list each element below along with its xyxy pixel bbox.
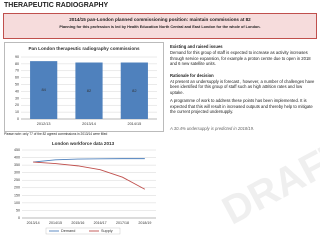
legend-label: Demand <box>61 229 75 233</box>
line-chart: London workforce data 2013 0 50 100 150 200 25… <box>4 140 162 236</box>
x-tick-label: 2016/17 <box>94 221 107 225</box>
data-label: 82 <box>87 88 92 93</box>
x-tick-label: 2018/19 <box>138 221 151 225</box>
banner-subline: Planning for this profession is led by H… <box>59 25 261 29</box>
heading: Existing and raised issues <box>170 44 223 49</box>
paragraph: At present an undersupply is forecast , … <box>170 79 315 95</box>
heading: Rationale for decision <box>170 72 214 78</box>
y-tick-label: 350 <box>14 163 20 167</box>
legend-box <box>45 227 121 235</box>
y-tick-label: 150 <box>14 193 20 197</box>
banner-headline: 2014/15 pan-London planned commissioning… <box>69 17 251 22</box>
y-tick-label: 60 <box>15 76 19 80</box>
bar <box>75 62 103 119</box>
page-title: THERAPEUTIC RADIOGRAPHY <box>4 2 109 9</box>
paragraph: A programme of work to address these poi… <box>170 98 313 115</box>
bar <box>120 62 148 119</box>
data-label: 82 <box>132 88 137 93</box>
y-tick-label: 80 <box>15 62 19 66</box>
x-tick-label: 2013/14 <box>27 221 40 225</box>
x-tick-label: 2013/14 <box>82 122 96 126</box>
x-tick-label: 2017/18 <box>116 221 129 225</box>
y-tick-label: 10 <box>15 110 19 114</box>
x-tick-label: 2015/16 <box>71 221 84 225</box>
series-line <box>33 161 146 190</box>
y-tick-label: 50 <box>15 83 19 87</box>
y-tick-label: 30 <box>15 96 19 100</box>
x-tick-label: 2012/13 <box>37 122 51 126</box>
paragraph: Demand for this group of staff is expect… <box>170 50 311 67</box>
y-tick-label: 20 <box>15 103 19 107</box>
y-tick-label: 450 <box>14 148 20 152</box>
y-tick-label: 0 <box>18 216 20 220</box>
y-tick-label: 250 <box>14 178 20 182</box>
bar-chart: Pan London therapeutic radiography commi… <box>4 42 164 132</box>
chart-title: Pan London therapeutic radiography commi… <box>28 46 139 51</box>
bar <box>30 61 58 119</box>
y-tick-label: 300 <box>14 171 20 175</box>
y-tick-label: 50 <box>16 208 20 212</box>
legend-label: Supply <box>101 229 113 233</box>
prediction: A 30.4% undersupply is predicted in 2018… <box>170 126 255 132</box>
data-label: 84 <box>41 87 46 92</box>
y-tick-label: 400 <box>14 156 20 160</box>
x-tick-label: 2014/15 <box>127 122 141 126</box>
y-tick-label: 100 <box>14 201 20 205</box>
x-tick-label: 2014/15 <box>49 221 62 225</box>
y-tick-label: 40 <box>15 89 19 93</box>
y-tick-label: 70 <box>15 69 19 73</box>
y-tick-label: 90 <box>15 55 19 59</box>
y-tick-label: 200 <box>14 186 20 190</box>
banner: 2014/15 pan-London planned commissioning… <box>3 13 317 39</box>
chart-note: Please note: only 77 of the 82 agreed co… <box>4 132 108 136</box>
text-column: Existing and raised issues Demand for th… <box>170 44 316 132</box>
chart-title: London workforce data 2013 <box>52 141 115 146</box>
series-line <box>33 158 145 163</box>
y-tick-label: 0 <box>17 117 19 121</box>
watermark: DRAFT <box>215 130 320 234</box>
